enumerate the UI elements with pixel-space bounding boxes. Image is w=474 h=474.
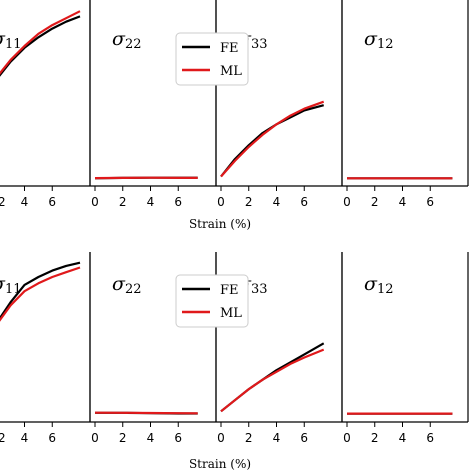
x-tick-label: 2	[245, 195, 253, 209]
x-axis-label: Strain (%)	[189, 457, 251, 471]
x-tick-label: 4	[273, 195, 281, 209]
x-tick-label-partial: 2	[0, 195, 6, 209]
x-tick-label: 0	[343, 195, 351, 209]
x-tick-label: 4	[399, 195, 407, 209]
panel-bottom-1: 4 6 2 σ11	[0, 252, 91, 445]
x-tick-label: 4	[147, 195, 155, 209]
series-line-fe	[220, 104, 324, 178]
x-tick-label: 2	[119, 195, 127, 209]
legend-label-ml: ML	[220, 306, 242, 321]
title-symbol: σ	[364, 28, 378, 50]
x-tick-label: 4	[21, 431, 29, 445]
title-symbol: σ	[0, 28, 6, 50]
title-symbol: σ	[112, 28, 126, 50]
series-line-ml	[220, 348, 325, 413]
x-tick-label: 6	[426, 195, 434, 209]
x-tick-label: 4	[21, 195, 29, 209]
panel-title: σ12	[364, 28, 394, 52]
title-symbol: σ	[0, 273, 6, 295]
legend-label-ml: ML	[220, 64, 242, 79]
chart-row-top: 462σ110246σ220246σ330246σ12Strain (%)FEM…	[0, 0, 469, 231]
legend-label-fe: FE	[220, 283, 239, 298]
x-tick-label: 2	[371, 431, 379, 445]
x-tick-label: 6	[426, 431, 434, 445]
series-line-fe	[0, 261, 81, 320]
x-tick-label: 2	[371, 195, 379, 209]
chart-row-bottom: 462σ110246σ220246σ330246σ12Strain (%)FEM…	[0, 252, 469, 471]
series-line-fe	[0, 15, 81, 77]
panel-title: σ11	[0, 28, 22, 52]
title-symbol: σ	[112, 273, 126, 295]
legend-label-fe: FE	[220, 41, 239, 56]
x-tick-label: 4	[147, 431, 155, 445]
x-tick-label: 0	[343, 431, 351, 445]
panel-top-1: 4 6 2 σ11	[0, 0, 91, 209]
title-subscript: 11	[5, 37, 22, 52]
legend: FE ML	[175, 32, 249, 86]
title-subscript: 33	[251, 282, 268, 297]
series-line-ml	[94, 411, 198, 415]
panel-top-3: 0246σ33	[215, 0, 343, 209]
x-tick-label: 6	[300, 195, 308, 209]
title-subscript: 11	[5, 282, 22, 297]
x-tick-label: 6	[48, 195, 56, 209]
panel-bottom-4: 0 2 4 6 σ12	[341, 252, 469, 445]
panel-title: σ22	[112, 273, 142, 297]
x-tick-label: 0	[217, 431, 225, 445]
panel-top-4: 0 2 4 6 σ12	[341, 0, 469, 209]
title-subscript: 33	[251, 37, 268, 52]
series-line-fe	[220, 342, 325, 413]
series-line-ml	[220, 100, 325, 178]
x-axis-label: Strain (%)	[189, 217, 251, 231]
title-subscript: 12	[377, 37, 394, 52]
title-symbol: σ	[364, 273, 378, 295]
panel-top-2: 0 2 4 6 σ22	[89, 0, 217, 209]
panel-title: σ22	[112, 28, 142, 52]
x-tick-label: 0	[91, 195, 99, 209]
series-line-ml	[0, 266, 81, 322]
x-tick-label: 4	[273, 431, 281, 445]
title-subscript: 22	[125, 282, 142, 297]
x-tick-label: 6	[48, 431, 56, 445]
x-tick-label: 6	[300, 431, 308, 445]
panel-title: σ12	[364, 273, 394, 297]
legend: FE ML	[175, 274, 249, 328]
title-subscript: 22	[125, 37, 142, 52]
series-line-ml	[0, 10, 81, 75]
x-tick-label: 4	[399, 431, 407, 445]
x-tick-label: 0	[91, 431, 99, 445]
x-tick-label: 2	[245, 431, 253, 445]
x-tick-label: 6	[174, 195, 182, 209]
x-tick-label: 0	[217, 195, 225, 209]
x-tick-label-partial: 2	[0, 431, 6, 445]
title-subscript: 12	[377, 282, 394, 297]
x-tick-label: 6	[174, 431, 182, 445]
x-tick-label: 2	[119, 431, 127, 445]
